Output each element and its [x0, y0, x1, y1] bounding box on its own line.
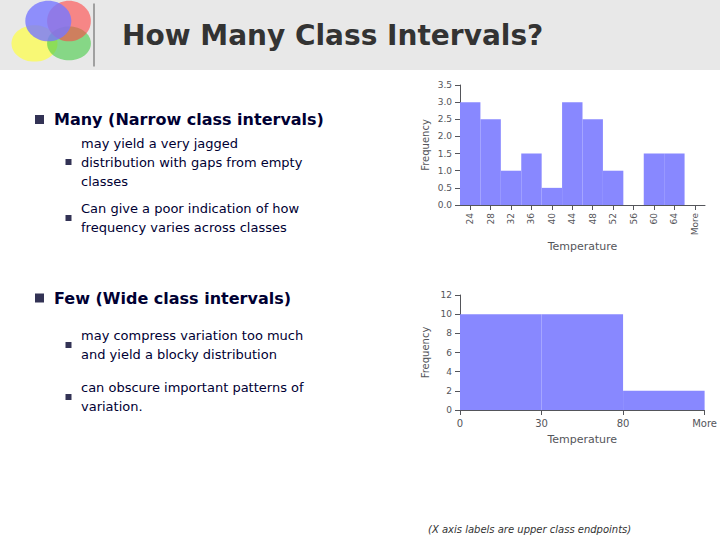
svg-text:6: 6: [446, 348, 452, 358]
svg-text:3.0: 3.0: [438, 97, 453, 107]
svg-text:40: 40: [547, 213, 557, 225]
svg-text:36: 36: [526, 213, 536, 225]
svg-text:Temperature: Temperature: [546, 433, 617, 446]
svg-text:0.5: 0.5: [438, 183, 452, 193]
svg-text:0.0: 0.0: [438, 200, 453, 210]
svg-text:Few (Wide class intervals): Few (Wide class intervals): [54, 289, 291, 308]
svg-text:1.0: 1.0: [438, 166, 453, 176]
svg-text:More: More: [692, 418, 717, 429]
svg-text:28: 28: [486, 213, 496, 225]
svg-text:60: 60: [649, 213, 659, 225]
svg-text:56: 56: [629, 213, 639, 225]
svg-text:More: More: [690, 213, 700, 236]
svg-text:1.5: 1.5: [438, 149, 452, 159]
svg-text:64: 64: [669, 213, 679, 225]
svg-text:4: 4: [446, 367, 452, 377]
svg-text:80: 80: [617, 418, 630, 429]
svg-text:distribution with gaps from em: distribution with gaps from empty: [81, 155, 303, 170]
svg-text:frequency varies across classe: frequency varies across classes: [81, 220, 287, 235]
svg-text:may yield a very jagged: may yield a very jagged: [81, 136, 238, 151]
svg-text:48: 48: [588, 213, 598, 225]
svg-text:variation.: variation.: [81, 399, 143, 414]
svg-text:3.5: 3.5: [438, 80, 452, 90]
svg-text:52: 52: [608, 213, 618, 224]
svg-text:44: 44: [567, 213, 577, 225]
svg-text:classes: classes: [81, 174, 128, 189]
svg-text:12: 12: [441, 290, 452, 300]
svg-text:How Many Class Intervals?: How Many Class Intervals?: [122, 19, 543, 52]
svg-text:Many (Narrow class intervals): Many (Narrow class intervals): [54, 110, 324, 129]
svg-text:Can give a poor indication of: Can give a poor indication of how: [81, 201, 300, 216]
svg-text:32: 32: [506, 213, 516, 224]
svg-text:Frequency: Frequency: [420, 119, 431, 171]
svg-text:0: 0: [446, 405, 452, 415]
svg-text:Temperature: Temperature: [547, 240, 618, 253]
svg-text:(X axis labels are upper class: (X axis labels are upper class endpoints…: [428, 524, 631, 535]
svg-text:24: 24: [465, 213, 475, 225]
svg-text:2.5: 2.5: [438, 114, 452, 124]
svg-text:may compress variation too muc: may compress variation too much: [81, 328, 303, 343]
svg-text:0: 0: [457, 418, 463, 429]
svg-text:Frequency: Frequency: [420, 327, 431, 379]
svg-text:2.0: 2.0: [438, 131, 453, 141]
svg-text:10: 10: [441, 309, 453, 319]
svg-text:and yield a blocky distributio: and yield a blocky distribution: [81, 347, 277, 362]
svg-text:can obscure important patterns: can obscure important patterns of: [81, 380, 304, 395]
svg-text:30: 30: [535, 418, 548, 429]
svg-text:8: 8: [446, 328, 452, 338]
svg-text:2: 2: [446, 386, 452, 396]
